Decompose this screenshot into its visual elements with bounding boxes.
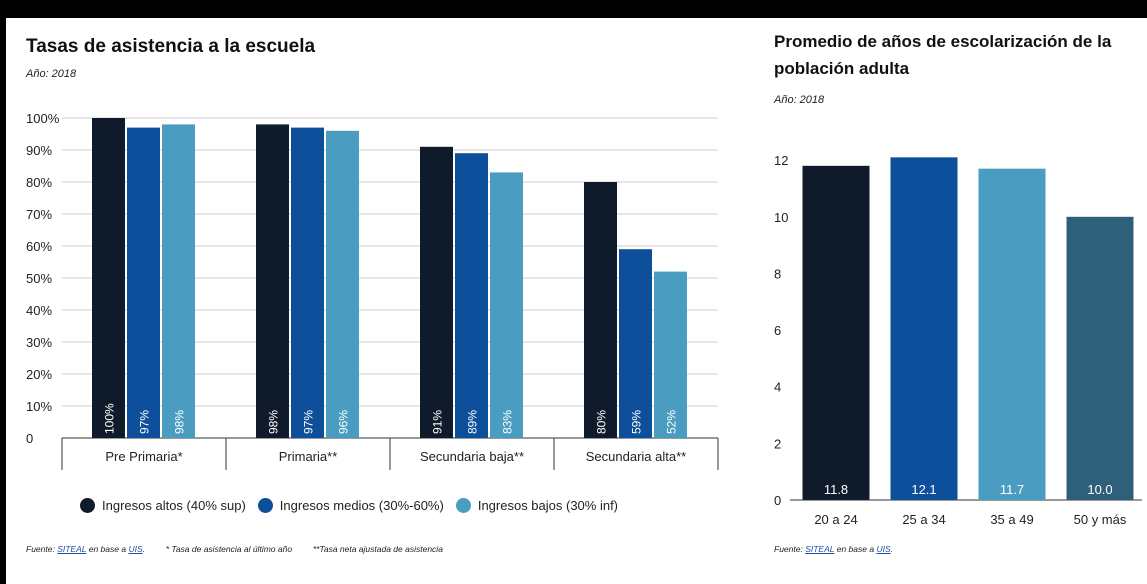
y-tick-label: 90% bbox=[26, 143, 52, 158]
bar bbox=[490, 172, 523, 438]
siteal-link[interactable]: SITEAL bbox=[57, 544, 87, 554]
bar-value-label: 10.0 bbox=[1087, 482, 1112, 497]
footer-source-prefix: Fuente: bbox=[774, 544, 803, 554]
x-category-label: Primaria** bbox=[279, 449, 338, 464]
bar-value-label: 98% bbox=[267, 410, 281, 434]
footer-source-prefix: Fuente: bbox=[26, 544, 55, 554]
bar-value-label: 100% bbox=[103, 403, 117, 434]
legend-item-high-income: Ingresos altos (40% sup) bbox=[80, 498, 246, 513]
attendance-chart-year: Año: 2018 bbox=[26, 68, 77, 80]
attendance-legend: Ingresos altos (40% sup) Ingresos medios… bbox=[80, 498, 630, 513]
legend-label-low: Ingresos bajos (30% inf) bbox=[477, 498, 619, 513]
schooling-chart-title: Promedio de años de escolarización de la… bbox=[774, 32, 1112, 78]
y-tick-label: 50% bbox=[26, 271, 52, 286]
y-tick-label: 0 bbox=[26, 431, 33, 446]
legend-swatch-low bbox=[455, 498, 471, 513]
bar-value-label: 97% bbox=[138, 410, 152, 434]
footer-source-mid: en base a bbox=[836, 544, 875, 554]
bar-value-label: 52% bbox=[665, 410, 679, 434]
legend-swatch-high bbox=[80, 498, 95, 513]
bar bbox=[326, 130, 359, 439]
y-tick-label: 70% bbox=[26, 207, 52, 222]
x-category-label: 25 a 34 bbox=[902, 512, 945, 527]
bar bbox=[802, 165, 870, 500]
footer-note-net-rate: **Tasa neta ajustada de asistencia bbox=[312, 544, 443, 554]
uis-link[interactable]: UIS bbox=[128, 544, 143, 554]
y-tick-label: 4 bbox=[774, 380, 781, 395]
footer-source-mid: en base a bbox=[88, 544, 127, 554]
bar-value-label: 59% bbox=[630, 410, 644, 434]
bar bbox=[256, 124, 289, 439]
x-category-label: 35 a 49 bbox=[990, 512, 1033, 527]
legend-swatch-mid bbox=[257, 498, 273, 513]
bar bbox=[455, 153, 488, 438]
y-tick-label: 10 bbox=[774, 210, 788, 225]
bar-value-label: 12.1 bbox=[911, 482, 936, 497]
y-tick-label: 80% bbox=[26, 175, 52, 190]
y-tick-label: 20% bbox=[26, 367, 52, 382]
legend-item-low-income: Ingresos bajos (30% inf) bbox=[455, 498, 619, 513]
footer-note-last-year: * Tasa de asistencia al último año bbox=[165, 544, 293, 554]
bar bbox=[127, 127, 160, 438]
bar-value-label: 96% bbox=[337, 410, 351, 434]
bar bbox=[890, 157, 958, 500]
bar-value-label: 98% bbox=[173, 410, 187, 434]
chart-frame: Tasas de asistencia a la escuela Año: 20… bbox=[6, 18, 1147, 584]
bar bbox=[420, 146, 453, 439]
y-tick-label: 6 bbox=[774, 323, 781, 338]
y-tick-label: 0 bbox=[774, 493, 781, 508]
bar-value-label: 83% bbox=[501, 410, 515, 434]
bar-value-label: 80% bbox=[595, 410, 609, 434]
schooling-footer: Fuente: SITEAL en base a UIS. bbox=[774, 544, 893, 554]
schooling-chart-year: Año: 2018 bbox=[774, 94, 825, 106]
x-category-label: Secundaria alta** bbox=[586, 449, 686, 464]
x-category-label: Secundaria baja** bbox=[420, 449, 524, 464]
bar-value-label: 97% bbox=[302, 410, 316, 434]
schooling-panel: Promedio de años de escolarización de la… bbox=[766, 18, 1147, 584]
bar bbox=[1066, 216, 1134, 501]
bar bbox=[654, 271, 687, 438]
bar bbox=[978, 168, 1046, 500]
bar bbox=[162, 124, 195, 439]
legend-label-high: Ingresos altos (40% sup) bbox=[102, 498, 246, 513]
bar bbox=[92, 118, 125, 438]
attendance-bar-chart: 100% 90% 80% 70% 60% 50% 40% 30% 20% 10% 0 Pre Prim… bbox=[26, 111, 719, 470]
attendance-footer: Fuente: SITEAL en base a UIS. * Tasa de … bbox=[26, 544, 443, 554]
attendance-panel: Tasas de asistencia a la escuela Año: 20… bbox=[6, 18, 741, 584]
x-category-label: 20 a 24 bbox=[814, 512, 857, 527]
y-tick-label: 60% bbox=[26, 239, 52, 254]
y-tick-label: 40% bbox=[26, 303, 52, 318]
legend-label-mid: Ingresos medios (30%-60%) bbox=[279, 498, 444, 513]
bar-value-label: 11.7 bbox=[1000, 482, 1024, 497]
bar bbox=[584, 182, 617, 438]
bar bbox=[619, 249, 652, 438]
bar bbox=[291, 127, 324, 438]
legend-item-mid-income: Ingresos medios (30%-60%) bbox=[257, 498, 444, 513]
bar-value-label: 11.8 bbox=[824, 482, 848, 497]
bar-value-label: 91% bbox=[431, 410, 445, 434]
y-tick-label: 8 bbox=[774, 266, 781, 281]
y-tick-label: 100% bbox=[26, 111, 60, 126]
y-tick-label: 2 bbox=[774, 436, 781, 451]
y-tick-label: 10% bbox=[26, 399, 52, 414]
siteal-link[interactable]: SITEAL bbox=[805, 544, 835, 554]
uis-link[interactable]: UIS bbox=[876, 544, 891, 554]
y-tick-label: 12 bbox=[774, 153, 788, 168]
x-category-label: Pre Primaria* bbox=[105, 449, 182, 464]
bar-value-label: 89% bbox=[466, 410, 480, 434]
y-tick-label: 30% bbox=[26, 335, 52, 350]
x-category-label: 50 y más bbox=[1074, 512, 1127, 527]
schooling-bar-chart: 12 10 8 6 4 2 0 11.8 20 a 24 12.1 25 a 34 11.7 35 a … bbox=[774, 153, 1142, 527]
attendance-chart-title: Tasas de asistencia a la escuela bbox=[26, 36, 316, 57]
